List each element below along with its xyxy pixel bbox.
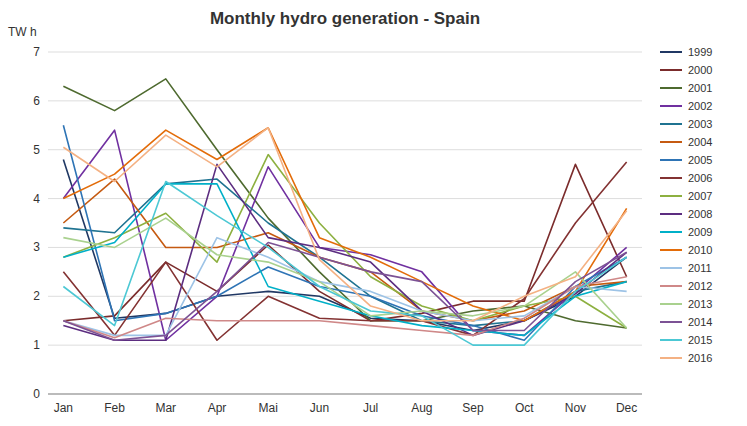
title: Monthly hydro generation - Spain [210,9,480,28]
legend-label: 2005 [688,154,712,166]
legend-swatch [660,159,682,161]
legend-label: 2001 [688,82,712,94]
series-line [63,155,626,328]
y-tick-label: 4 [33,192,40,206]
x-tick-label: Feb [104,401,125,415]
x-tick-label: Jan [54,401,73,415]
series-line [63,218,626,328]
x-tick-label: Jul [363,401,378,415]
grid-line [48,149,642,150]
series-group [63,79,626,345]
chart: Monthly hydro generation - Spain TW h 0 1 2 3… [0,0,747,426]
y-tick-label: 7 [33,45,40,59]
legend-swatch [660,321,682,323]
grid-line [48,198,642,199]
legend-label: 2014 [688,316,712,328]
legend-swatch [660,141,682,143]
series-line [63,162,626,340]
grid-line [48,345,642,346]
series-line [63,128,626,321]
legend-label: 2002 [688,100,712,112]
legend: 1999 2000 2001 2002 2003 2004 2005 2006 2007 2008… [660,46,712,364]
grid-line [48,52,642,53]
legend-swatch [660,339,682,341]
series-line [63,179,626,326]
legend-swatch [660,195,682,197]
legend-label: 1999 [688,46,712,58]
legend-swatch [660,267,682,269]
legend-label: 2004 [688,136,712,148]
series-line [63,128,626,321]
legend-swatch [660,69,682,71]
legend-label: 2006 [688,172,712,184]
series-line [63,277,626,338]
x-tick-label: Sep [462,401,484,415]
x-axis-line [48,394,642,395]
y-axis-label: TW h [8,25,37,39]
legend-label: 2013 [688,298,712,310]
x-tick-label: Mai [259,401,278,415]
legend-label: 2009 [688,226,712,238]
legend-swatch [660,231,682,233]
legend-label: 2000 [688,64,712,76]
legend-swatch [660,105,682,107]
legend-swatch [660,249,682,251]
y-tick-label: 6 [33,94,40,108]
series-line [63,130,626,340]
grid-line [48,100,642,101]
legend-label: 2012 [688,280,712,292]
x-tick-label: Apr [208,401,227,415]
series-line [63,164,626,340]
legend-label: 2008 [688,208,712,220]
legend-label: 2016 [688,352,712,364]
series-line [63,181,626,345]
x-tick-label: Aug [411,401,432,415]
x-tick-label: Mar [155,401,176,415]
legend-swatch [660,177,682,179]
legend-swatch [660,213,682,215]
series-line [63,238,626,336]
grid [48,52,642,394]
x-tick-label: Nov [565,401,586,415]
legend-label: 2007 [688,190,712,202]
y-tick-label: 5 [33,143,40,157]
legend-label: 2011 [688,262,712,274]
legend-label: 2010 [688,244,712,256]
x-tick-label: Oct [515,401,534,415]
grid-line [48,394,642,395]
y-tick-label: 1 [33,338,40,352]
x-tick-label: Jun [310,401,329,415]
legend-swatch [660,285,682,287]
legend-label: 2015 [688,334,712,346]
x-tick-label: Dec [616,401,637,415]
y-tick-label: 0 [33,387,40,401]
legend-swatch [660,123,682,125]
legend-swatch [660,303,682,305]
legend-swatch [660,87,682,89]
legend-swatch [660,51,682,53]
legend-label: 2003 [688,118,712,130]
y-tick-label: 3 [33,240,40,254]
legend-swatch [660,357,682,359]
y-tick-label: 2 [33,289,40,303]
